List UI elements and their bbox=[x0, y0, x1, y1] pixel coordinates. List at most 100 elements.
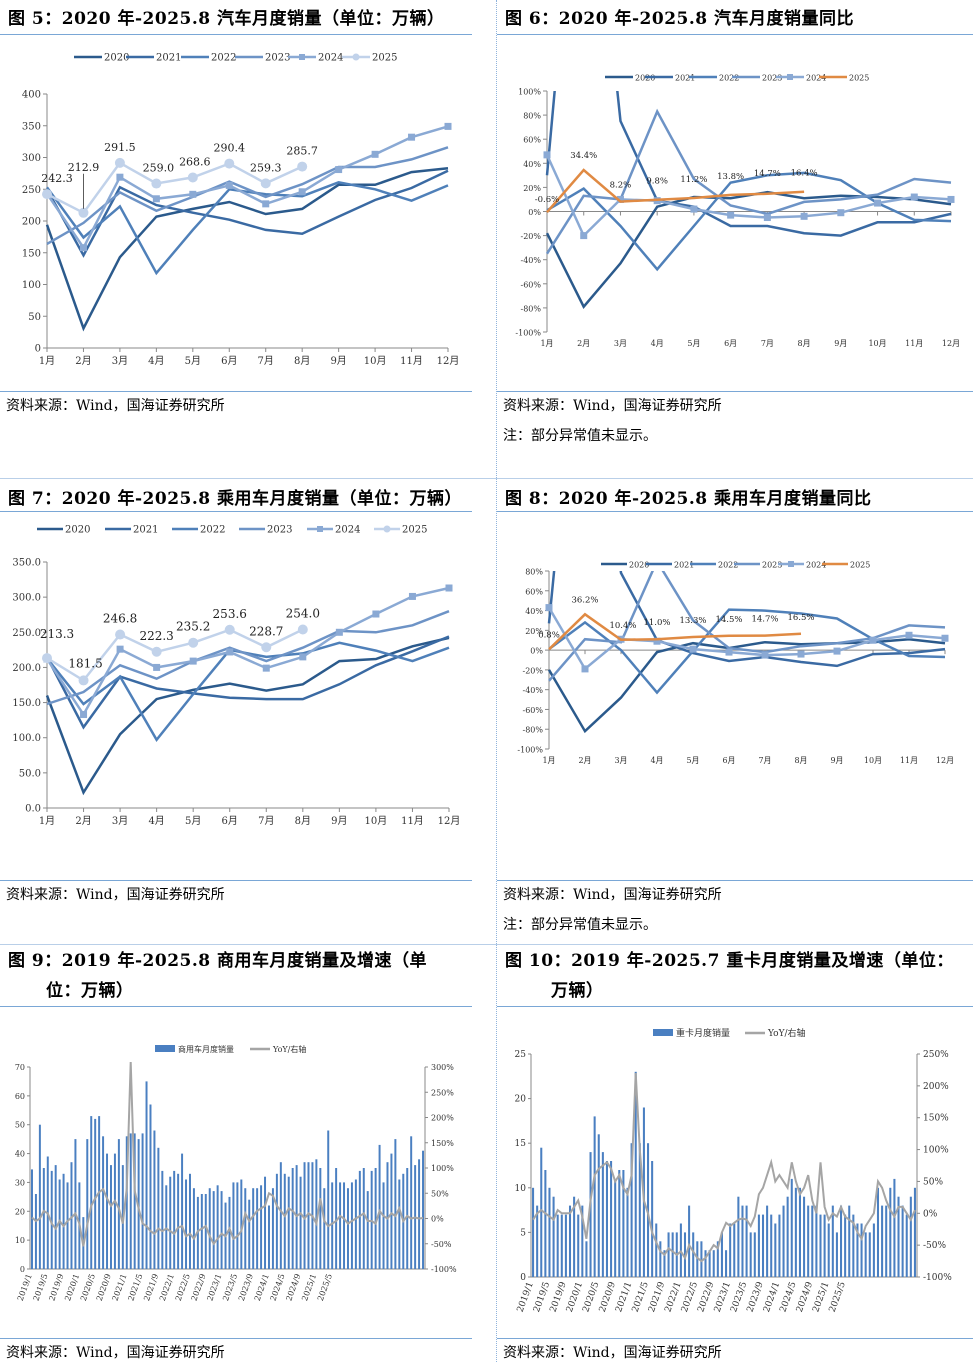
bar bbox=[106, 1153, 109, 1269]
bar bbox=[54, 1165, 57, 1269]
source-text: 资料来源：Wind，国海证券研究所 bbox=[503, 398, 722, 414]
data-point-2025 bbox=[260, 178, 271, 189]
x-tick-label: 5月 bbox=[686, 756, 699, 765]
bar bbox=[299, 1176, 302, 1269]
data-point-2025 bbox=[42, 653, 52, 664]
legend-label: 2020 bbox=[629, 561, 649, 570]
yoy-line bbox=[31, 1061, 424, 1247]
y-tick-label: 60% bbox=[525, 587, 543, 596]
bar bbox=[638, 1143, 641, 1277]
series-line-2022 bbox=[45, 181, 449, 276]
legend-marker bbox=[788, 561, 794, 567]
bar bbox=[362, 1168, 365, 1269]
data-point-2025 bbox=[297, 161, 308, 172]
data-point-2024 bbox=[727, 211, 735, 219]
bar bbox=[200, 1194, 203, 1269]
data-point-2025 bbox=[224, 158, 235, 169]
bar bbox=[192, 1188, 195, 1269]
y-tick-label: 60 bbox=[15, 1092, 25, 1101]
x-tick-label: 2月 bbox=[577, 339, 590, 348]
bar bbox=[716, 1241, 719, 1277]
bar bbox=[406, 1168, 409, 1269]
y-tick-label: 200.0 bbox=[12, 663, 41, 674]
y-tick-label: 0 bbox=[520, 1273, 526, 1283]
data-point-2025 bbox=[188, 637, 199, 648]
data-point-2024 bbox=[763, 214, 771, 222]
bar bbox=[749, 1232, 752, 1277]
chart-auto-sales: 0 50 100 150 200 250 300 350 400 1月 2月 3月 4月 5月 6月 7月 8月… bbox=[22, 53, 459, 368]
y-tick-label: 250.0 bbox=[12, 628, 41, 639]
source-rule bbox=[497, 391, 973, 392]
legend-label: 2025 bbox=[402, 525, 427, 536]
data-label: 242.3 bbox=[41, 172, 73, 185]
bar bbox=[790, 1178, 793, 1277]
legend-label: 2024 bbox=[806, 561, 826, 570]
bar bbox=[893, 1178, 896, 1277]
y-tick-label: 20 bbox=[515, 1095, 527, 1105]
source-rule bbox=[0, 880, 472, 881]
legend-label: 2022 bbox=[719, 74, 739, 83]
data-point-2024 bbox=[80, 711, 88, 719]
legend-label: 2020 bbox=[65, 525, 90, 536]
data-point-2024 bbox=[153, 663, 161, 671]
bar bbox=[335, 1168, 338, 1269]
y-tick-label: -100% bbox=[515, 329, 541, 338]
bar bbox=[729, 1223, 732, 1277]
y-tick-label: 350.0 bbox=[12, 558, 41, 569]
bar bbox=[556, 1214, 559, 1277]
y-tick-label: 300 bbox=[22, 153, 41, 164]
bar bbox=[573, 1196, 576, 1277]
bar bbox=[161, 1170, 164, 1269]
bar bbox=[876, 1187, 880, 1277]
plot-area bbox=[42, 584, 453, 796]
data-point-2024 bbox=[116, 173, 124, 181]
x-tick-label: 11月 bbox=[401, 815, 424, 827]
legend-label: 商用车月度销量 bbox=[178, 1044, 234, 1054]
bar bbox=[129, 1133, 132, 1269]
figure-title-line2: 万辆） bbox=[551, 981, 604, 1001]
y2-tick-label: 100% bbox=[431, 1164, 454, 1173]
bar bbox=[552, 1196, 555, 1277]
y-tick-label: 10 bbox=[515, 1184, 527, 1194]
bar bbox=[62, 1173, 65, 1269]
bar bbox=[688, 1205, 691, 1277]
bar bbox=[275, 1173, 278, 1269]
bar bbox=[66, 1182, 69, 1269]
data-point-2024 bbox=[262, 200, 270, 208]
x-tick-label: 1月 bbox=[39, 355, 55, 367]
bar bbox=[622, 1170, 625, 1277]
bar bbox=[852, 1214, 855, 1277]
bar bbox=[630, 1143, 633, 1277]
data-point-2024 bbox=[689, 645, 697, 653]
series-line-2022 bbox=[546, 171, 952, 272]
legend-label: 2021 bbox=[156, 53, 181, 64]
data-point-2025 bbox=[78, 207, 89, 218]
x-tick-label: 8月 bbox=[294, 355, 310, 367]
y2-tick-label: 250% bbox=[431, 1088, 454, 1097]
y-tick-label: 150.0 bbox=[12, 698, 41, 709]
bar bbox=[212, 1191, 215, 1269]
data-point-2024 bbox=[444, 122, 452, 130]
figure-9: 图 9：2019 年-2025.8 商用车月度销量及增速（单 位：万辆） 0 10… bbox=[0, 946, 486, 1362]
bar bbox=[354, 1179, 357, 1269]
bar bbox=[117, 1139, 120, 1269]
bar bbox=[737, 1196, 740, 1277]
source-text: 资料来源：Wind，国海证券研究所 bbox=[503, 887, 722, 903]
y-tick-label: 40 bbox=[15, 1150, 25, 1159]
bar bbox=[671, 1232, 674, 1277]
y-tick-label: 300.0 bbox=[12, 593, 41, 604]
data-label: 290.4 bbox=[214, 142, 246, 155]
bar bbox=[390, 1153, 393, 1269]
y-tick-label: 10 bbox=[15, 1236, 25, 1245]
x-tick-label: 3月 bbox=[112, 815, 128, 827]
data-point-2024 bbox=[653, 637, 661, 645]
data-point-2025 bbox=[78, 675, 89, 686]
legend-swatch-bar bbox=[653, 1029, 673, 1036]
title-rule bbox=[497, 34, 973, 35]
data-point-2024 bbox=[581, 665, 589, 673]
bar bbox=[267, 1205, 270, 1269]
bar bbox=[868, 1232, 871, 1277]
data-point-2024 bbox=[225, 181, 233, 189]
x-tick-label: 1月 bbox=[542, 756, 555, 765]
data-label: 34.4% bbox=[570, 151, 597, 161]
